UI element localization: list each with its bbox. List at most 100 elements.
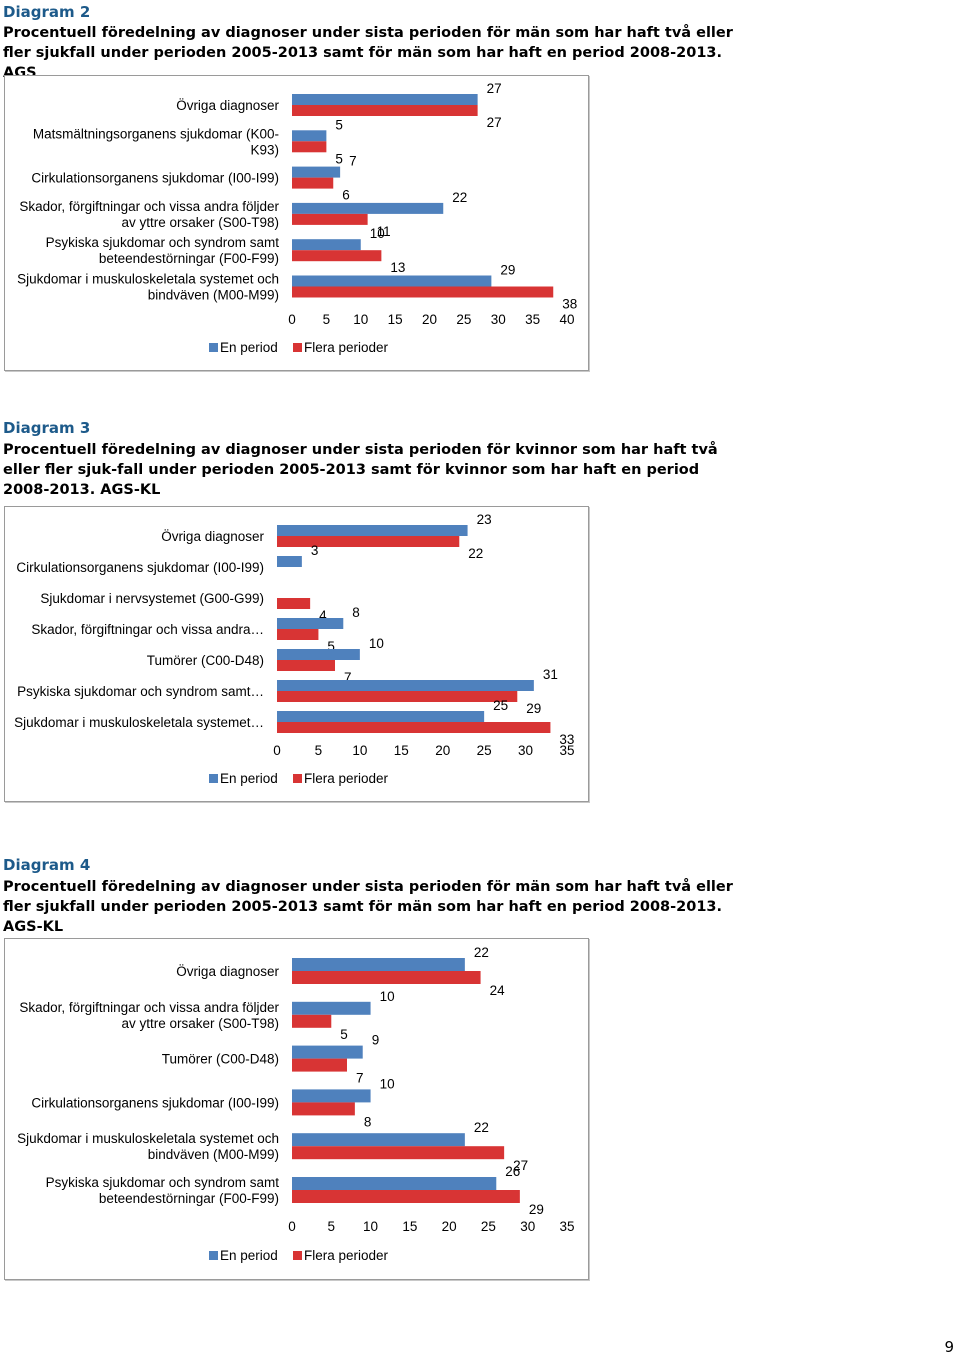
data-label: 7	[344, 670, 352, 685]
category-label: Psykiska sjukdomar och syndrom samt	[46, 235, 280, 250]
data-label: 8	[352, 605, 360, 620]
diagram-3-svg: Övriga diagnoser 23 22 Cirkulationsorganens…	[14, 512, 574, 786]
x-tick-label: 25	[456, 312, 471, 327]
bar-en-period	[292, 1045, 363, 1059]
category-label: Övriga diagnoser	[161, 529, 264, 544]
bar-en-period	[292, 94, 478, 105]
bar-flera-perioder	[292, 105, 478, 116]
category-label: bindväven (M00-M99)	[148, 1147, 279, 1162]
category-label: Skador, förgiftningar och vissa andra fö…	[19, 1000, 279, 1015]
page-number: 9	[944, 1338, 954, 1356]
legend-label-en-period: En period	[220, 1248, 278, 1263]
bar-en-period	[292, 1177, 497, 1190]
diagram-3-caption: Procentuell föredelning av diagnoser und…	[3, 442, 718, 498]
legend-label-flera-perioder: Flera perioder	[304, 340, 389, 355]
data-label: 24	[490, 983, 506, 998]
category-label: Psykiska sjukdomar och syndrom samt	[46, 1175, 280, 1190]
legend-swatch-en-period	[209, 343, 218, 352]
data-label: 5	[327, 639, 335, 654]
data-label: 7	[356, 1071, 364, 1086]
legend-swatch-flera-perioder	[293, 343, 302, 352]
legend-swatch-flera-perioder	[293, 1251, 302, 1260]
bar-en-period	[292, 202, 444, 214]
x-tick-label: 25	[481, 1219, 496, 1234]
diagram-4-chart: Övriga diagnoser 22 24 Skador, förgiftninga…	[4, 938, 589, 1280]
category-label: Cirkulationsorganens sjukdomar (I00-I99)	[31, 171, 279, 186]
x-tick-label: 0	[273, 743, 281, 758]
x-tick-label: 5	[328, 1219, 336, 1234]
category-label: Cirkulationsorganens sjukdomar (I00-I99)	[16, 560, 264, 575]
legend-label-flera-perioder: Flera perioder	[304, 771, 389, 786]
diagram-3-label: Diagram 3	[3, 419, 91, 437]
bar-flera-perioder	[277, 660, 335, 671]
bar-en-period	[292, 130, 327, 142]
bar-flera-perioder	[277, 629, 319, 640]
bar-en-period	[292, 1089, 371, 1103]
diagram-3-chart: Övriga diagnoser 23 22 Cirkulationsorganens…	[4, 506, 589, 802]
diagram-2-caption: Procentuell föredelning av diagnoser und…	[3, 25, 733, 81]
data-label: 22	[474, 1120, 489, 1135]
category-label: Skador, förgiftningar och vissa andra fö…	[19, 199, 279, 214]
bar-en-period	[277, 618, 344, 629]
x-tick-label: 5	[323, 312, 331, 327]
x-tick-label: 40	[559, 312, 574, 327]
data-label: 27	[487, 81, 502, 96]
data-label: 31	[543, 667, 558, 682]
x-tick-label: 15	[394, 743, 409, 758]
bar-flera-perioder	[277, 598, 311, 609]
x-tick-label: 15	[402, 1219, 417, 1234]
data-label: 10	[370, 226, 385, 241]
category-label: Skador, förgiftningar och vissa andra…	[31, 622, 264, 637]
bar-flera-perioder	[292, 250, 382, 262]
bar-en-period	[292, 958, 465, 971]
data-label: 8	[364, 1114, 372, 1129]
bar-en-period	[292, 166, 341, 178]
diagram-4-caption: Procentuell föredelning av diagnoser und…	[3, 879, 733, 935]
bar-flera-perioder	[277, 536, 460, 547]
data-label: 22	[468, 546, 483, 561]
bar-flera-perioder	[292, 286, 554, 298]
legend-swatch-en-period	[209, 1251, 218, 1260]
bar-en-period	[292, 1001, 371, 1015]
category-label: Matsmältningsorganens sjukdomar (K00-	[33, 126, 279, 141]
diagram-2-svg: Övriga diagnoser 27 27 Matsmältningsorganen…	[17, 81, 577, 355]
bar-flera-perioder	[277, 722, 551, 733]
data-label: 5	[335, 117, 343, 132]
x-tick-label: 35	[525, 312, 540, 327]
category-label: Övriga diagnoser	[176, 98, 279, 113]
bar-flera-perioder	[292, 141, 327, 153]
category-label: Sjukdomar i muskuloskeletala systemet oc…	[17, 272, 279, 287]
bar-en-period	[277, 525, 468, 536]
x-tick-label: 0	[288, 312, 296, 327]
legend-swatch-en-period	[209, 774, 218, 783]
data-label: 27	[487, 115, 502, 130]
bar-flera-perioder	[292, 971, 481, 984]
x-tick-label: 10	[353, 312, 368, 327]
category-label: beteendestörningar (F00-F99)	[99, 251, 279, 266]
data-label: 13	[390, 260, 405, 275]
data-label: 5	[340, 1027, 348, 1042]
diagram-2-label: Diagram 2	[3, 3, 91, 21]
category-label: Tumörer (C00-D48)	[162, 1052, 279, 1067]
x-tick-label: 25	[477, 743, 492, 758]
data-label: 10	[380, 989, 395, 1004]
category-label: av yttre orsaker (S00-T98)	[121, 1016, 279, 1031]
diagram-4-label: Diagram 4	[3, 856, 91, 874]
x-tick-label: 15	[388, 312, 403, 327]
data-label: 10	[380, 1076, 395, 1091]
x-tick-label: 30	[491, 312, 506, 327]
bar-en-period	[277, 556, 302, 567]
bar-flera-perioder	[277, 691, 518, 702]
diagram-2-chart: Övriga diagnoser 27 27 Matsmältningsorganen…	[4, 75, 589, 371]
x-tick-label: 0	[288, 1219, 296, 1234]
data-label: 4	[319, 608, 327, 623]
x-tick-label: 20	[422, 312, 437, 327]
category-label: Cirkulationsorganens sjukdomar (I00-I99)	[31, 1095, 279, 1110]
data-label: 22	[474, 945, 489, 960]
bar-flera-perioder	[292, 1146, 505, 1160]
bar-en-period	[292, 275, 492, 287]
bar-flera-perioder	[292, 1190, 520, 1203]
diagram-4-svg: Övriga diagnoser 22 24 Skador, förgiftninga…	[17, 945, 574, 1263]
category-label: K93)	[250, 142, 279, 157]
category-label: beteendestörningar (F00-F99)	[99, 1191, 279, 1206]
